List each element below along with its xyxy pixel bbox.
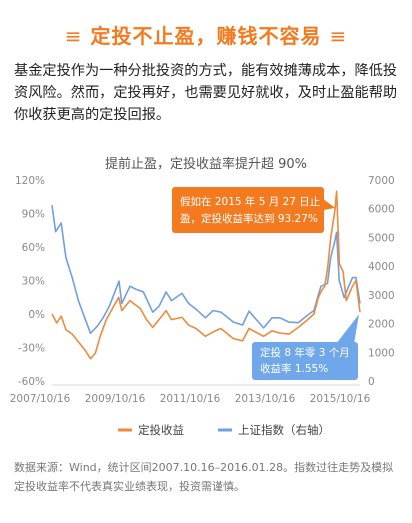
y-right-tick-label: 4000 bbox=[368, 261, 395, 273]
y-right-tick-label: 1000 bbox=[368, 347, 395, 359]
intro-paragraph: 基金定投作为一种分批投资的方式，能有效摊薄成本，降低投资风险。然而，定投再好，也… bbox=[14, 63, 398, 123]
y-left-tick-label: 60% bbox=[22, 242, 45, 254]
y-right-tick-label: 7000 bbox=[368, 175, 395, 187]
y-left-tick-label: 90% bbox=[22, 209, 45, 221]
y-left-tick-label: 120% bbox=[15, 175, 45, 187]
annotation-text-peak: 假如在 2015 年 5 月 27 日止 bbox=[180, 195, 320, 208]
headline-text: 定投不止盈，赚钱不容易 bbox=[90, 24, 322, 48]
y-right-tick-label: 2000 bbox=[368, 319, 395, 331]
legend-shanghai-index-label: 上证指数（右轴） bbox=[238, 423, 330, 437]
y-right-tick-label: 5000 bbox=[368, 232, 395, 244]
annotation-text-peak: 盈，定投收益率达到 93.27% bbox=[180, 212, 318, 225]
y-right-tick-label: 6000 bbox=[368, 204, 395, 216]
x-tick-label: 2011/10/16 bbox=[160, 393, 221, 405]
annotation-pointer-peak bbox=[318, 195, 335, 211]
series-line-shanghai-index bbox=[51, 205, 361, 335]
y-right-tick-label: 0 bbox=[368, 376, 375, 388]
annotation-box-final bbox=[252, 342, 358, 380]
annotation-text-final: 定投 8 年零 3 个月 bbox=[260, 346, 350, 359]
chart: 120% 90% 60% 30% 0% -30% -60% 7000 6000 5000 4000 3… bbox=[10, 175, 395, 437]
y-left-tick-label: 0% bbox=[28, 309, 45, 321]
y-left-tick-label: -60% bbox=[18, 376, 45, 388]
headline-deco-right: ≡ bbox=[329, 24, 348, 48]
headline-deco-left: ≡ bbox=[64, 24, 83, 48]
x-tick-label: 2013/10/16 bbox=[235, 393, 296, 405]
annotation-box-peak bbox=[172, 187, 324, 233]
headline: ≡ 定投不止盈，赚钱不容易 ≡ bbox=[0, 20, 412, 49]
series-line-investment-return bbox=[51, 190, 361, 360]
legend-investment-return-label: 定投收益 bbox=[138, 423, 184, 437]
y-left-tick-label: 30% bbox=[22, 276, 45, 288]
footnote: 数据来源：Wind，统计区间2007.10.16–2016.01.28。指数过往… bbox=[14, 461, 394, 493]
y-left-tick-label: -30% bbox=[18, 343, 45, 355]
x-tick-label: 2007/10/16 bbox=[10, 393, 71, 405]
x-tick-label: 2015/10/16 bbox=[310, 393, 371, 405]
annotation-pointer-final bbox=[336, 314, 359, 344]
y-right-tick-label: 3000 bbox=[368, 290, 395, 302]
chart-title: 提前止盈，定投收益率提升超 90% bbox=[104, 157, 308, 172]
annotation-text-final: 收益率 1.55% bbox=[260, 362, 328, 375]
x-tick-label: 2009/10/16 bbox=[85, 393, 146, 405]
